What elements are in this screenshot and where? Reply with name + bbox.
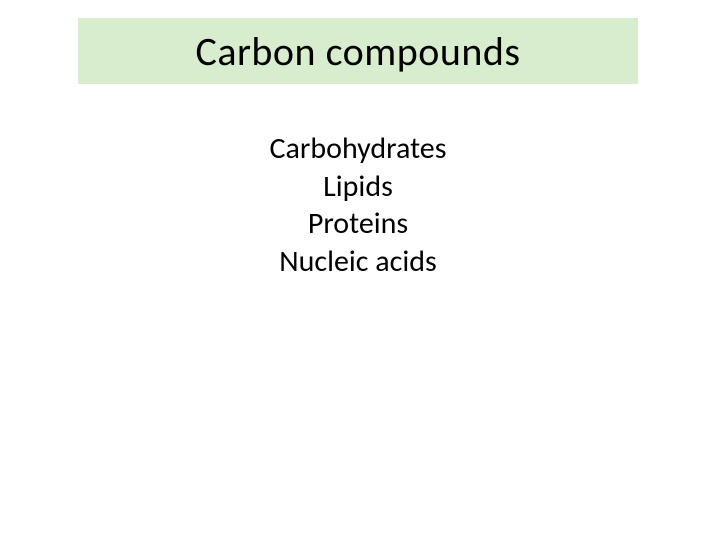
- list-item: Proteins: [78, 205, 638, 243]
- slide: Carbon compounds Carbohydrates Lipids Pr…: [0, 0, 720, 540]
- slide-title: Carbon compounds: [195, 27, 520, 76]
- content-box: Carbohydrates Lipids Proteins Nucleic ac…: [78, 130, 638, 280]
- title-box: Carbon compounds: [78, 18, 638, 84]
- list-item: Lipids: [78, 168, 638, 206]
- list-item: Carbohydrates: [78, 130, 638, 168]
- list-item: Nucleic acids: [78, 243, 638, 281]
